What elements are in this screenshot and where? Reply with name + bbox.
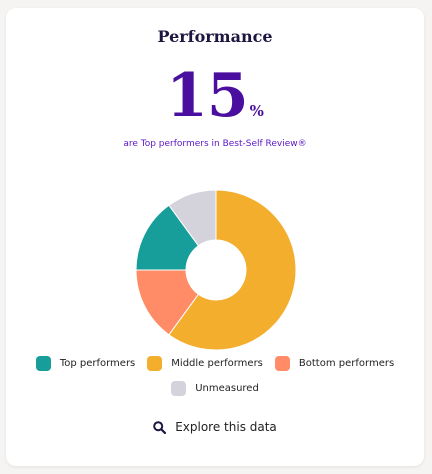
explore-data-button[interactable]: Explore this data	[6, 420, 424, 434]
legend-swatch-unmeasured	[171, 381, 187, 396]
legend-label-bottom: Bottom performers	[298, 358, 395, 369]
donut-slice-middle-performers[interactable]	[168, 189, 297, 351]
legend-label-unmeasured: Unmeasured	[195, 383, 259, 394]
donut-slice-unmeasured[interactable]	[168, 189, 217, 247]
legend-item-unmeasured: Unmeasured	[171, 381, 259, 396]
card-title: Performance	[157, 27, 273, 46]
top-performer-stat: 15%	[6, 60, 424, 132]
search-icon	[153, 420, 167, 434]
legend-row-2: Unmeasured	[26, 381, 404, 396]
legend-swatch-bottom	[274, 356, 290, 371]
legend-item-top: Top performers	[35, 356, 136, 371]
legend-swatch-middle	[147, 356, 163, 371]
legend-label-middle: Middle performers	[171, 358, 263, 369]
stat-unit: %	[249, 102, 264, 120]
legend-label-top: Top performers	[59, 358, 136, 369]
explore-data-label: Explore this data	[175, 420, 277, 434]
legend-item-middle: Middle performers	[147, 356, 263, 371]
performance-donut-chart	[135, 189, 297, 351]
legend-swatch-top	[35, 356, 51, 371]
stat-value: 15	[166, 61, 248, 131]
stat-caption: are Top performers in Best-Self Review®	[123, 139, 307, 149]
performance-card: Performance 15% are Top performers in Be…	[6, 8, 424, 466]
legend-item-bottom: Bottom performers	[274, 356, 395, 371]
chart-legend: Top performers Middle performers Bottom …	[6, 356, 424, 396]
